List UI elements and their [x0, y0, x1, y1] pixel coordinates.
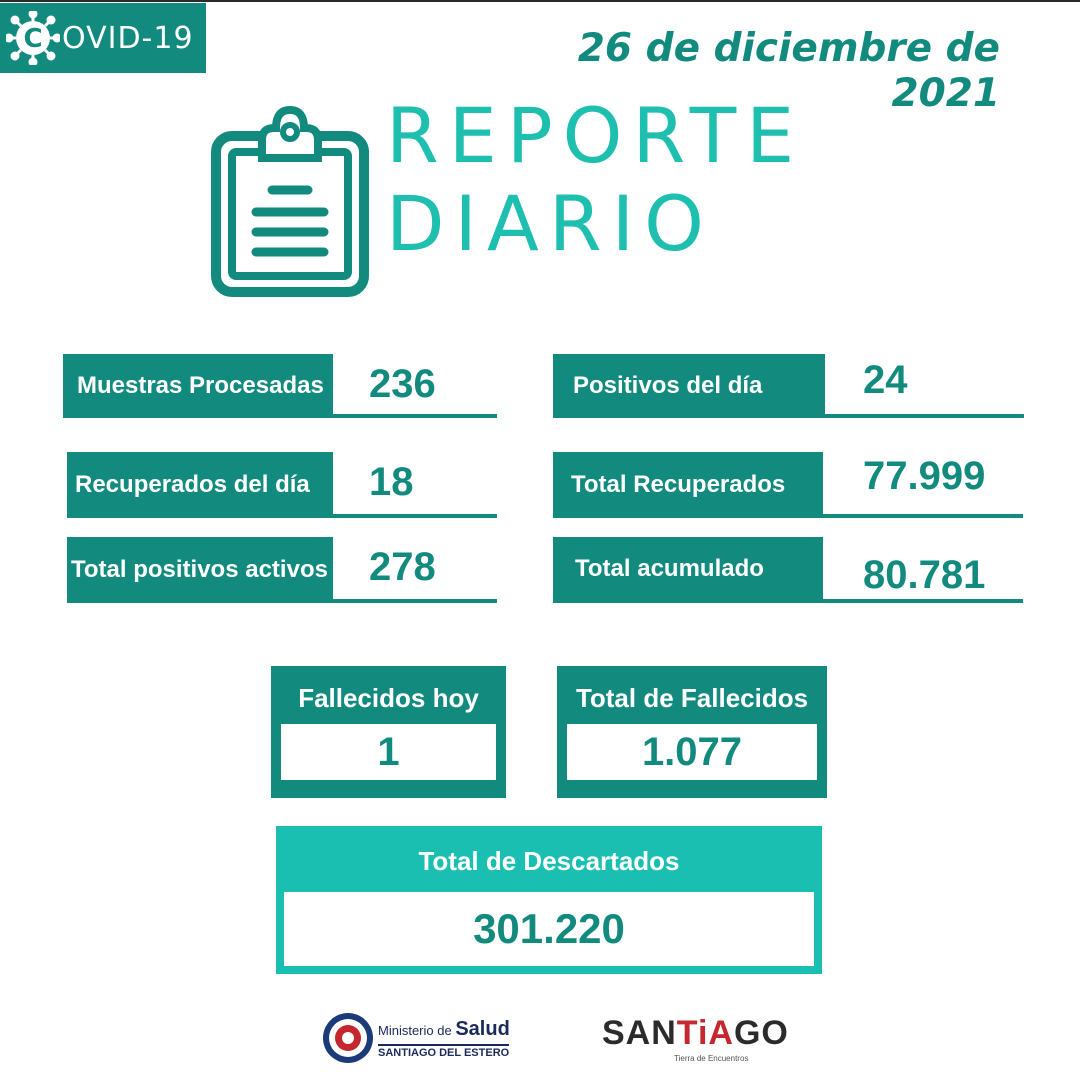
- brand-part-c: GO: [733, 1014, 789, 1052]
- top-border-line: [0, 0, 1080, 2]
- total-descartados-value: 301.220: [284, 892, 814, 966]
- ministry-province: SANTIAGO DEL ESTERO: [378, 1044, 510, 1059]
- title-line-2: DIARIO: [386, 179, 714, 268]
- stat-underline: [825, 414, 1024, 418]
- stat-positivos-dia: Positivos del día 24: [553, 354, 1024, 418]
- report-title: REPORTE DIARIO: [386, 92, 804, 268]
- title-line-1: REPORTE: [386, 91, 805, 180]
- virus-icon: C: [6, 11, 60, 65]
- fallecidos-hoy-value: 1: [281, 724, 496, 780]
- total-descartados-label: Total de Descartados: [418, 846, 680, 876]
- stat-muestras-procesadas: Muestras Procesadas 236: [63, 354, 497, 418]
- brand-part-b: TiA: [676, 1014, 734, 1052]
- stat-total-acumulado: Total acumulado 80.781: [553, 537, 1023, 603]
- stat-underline: [823, 514, 1023, 518]
- badge-logo-letter: C: [23, 24, 42, 54]
- clipboard-icon: [211, 106, 369, 297]
- total-descartados-box: Total de Descartados 301.220: [276, 826, 822, 974]
- stat-label: Recuperados del día: [67, 452, 333, 518]
- stat-underline: [333, 514, 497, 518]
- report-date: 26 de diciembre de 2021: [577, 26, 1000, 116]
- brand-part-a: SAN: [602, 1014, 677, 1052]
- stat-label: Positivos del día: [553, 354, 825, 418]
- ministry-prefix: Ministerio de: [378, 1023, 452, 1038]
- stat-value: 80.781: [863, 553, 986, 597]
- stat-value: 236: [369, 362, 436, 406]
- ministry-seal-icon: [323, 1013, 373, 1063]
- ministerio-salud-logo: Ministerio de Salud SANTIAGO DEL ESTERO: [322, 1012, 522, 1066]
- fallecidos-hoy-label: Fallecidos hoy: [298, 683, 479, 713]
- stat-recuperados-dia: Recuperados del día 18: [67, 452, 497, 518]
- badge-text: OVID-19: [62, 21, 194, 56]
- stat-label: Total positivos activos: [67, 537, 333, 603]
- total-fallecidos-label: Total de Fallecidos: [575, 683, 809, 713]
- covid-badge: C OVID-19: [0, 3, 206, 73]
- stat-label: Total Recuperados: [553, 452, 823, 518]
- santiago-tagline: Tierra de Encuentros: [674, 1054, 749, 1063]
- santiago-logo: SANTiAGO Tierra de Encuentros: [602, 1014, 788, 1066]
- total-fallecidos-value: 1.077: [567, 724, 817, 780]
- stat-total-recuperados: Total Recuperados 77.999: [553, 452, 1023, 518]
- stat-value: 278: [369, 545, 436, 589]
- ministry-big: Salud: [455, 1018, 510, 1040]
- ministry-name: Ministerio de Salud: [378, 1018, 510, 1041]
- stat-positivos-activos: Total positivos activos 278: [67, 537, 497, 603]
- fallecidos-hoy-box: Fallecidos hoy 1: [271, 666, 506, 798]
- stat-value: 18: [369, 460, 414, 504]
- stat-value: 77.999: [863, 454, 986, 498]
- total-fallecidos-box: Total de Fallecidos 1.077: [557, 666, 827, 798]
- stat-value: 24: [863, 358, 908, 402]
- stat-label: Total acumulado: [553, 537, 823, 603]
- stat-underline: [823, 599, 1023, 603]
- stat-underline: [333, 599, 497, 603]
- santiago-wordmark: SANTiAGO: [602, 1014, 789, 1053]
- stat-label: Muestras Procesadas: [63, 354, 333, 418]
- stat-underline: [333, 414, 497, 418]
